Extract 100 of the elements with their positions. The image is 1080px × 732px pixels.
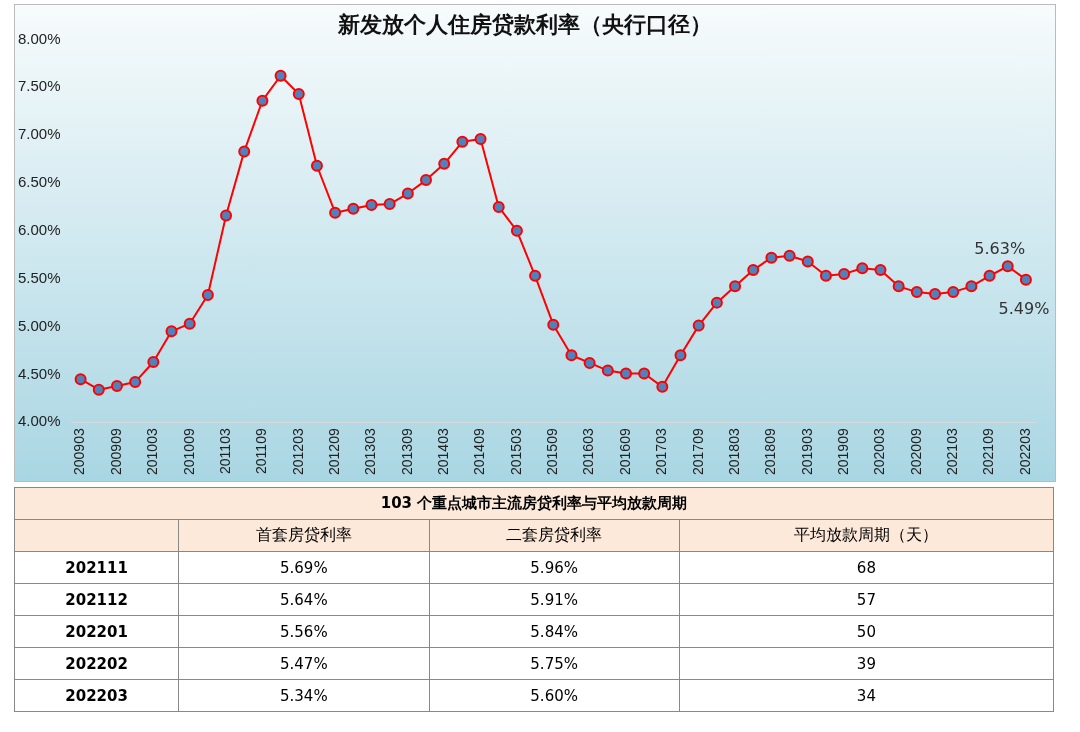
point — [856, 262, 869, 275]
x-tick-label: 201109 — [253, 428, 270, 474]
text: 首套房贷利率 — [178, 519, 429, 552]
point — [1001, 260, 1014, 273]
point — [1019, 273, 1032, 286]
point — [892, 280, 905, 293]
y-tick-label: 4.50% — [17, 364, 61, 382]
x-tick-label: 201903 — [798, 428, 815, 475]
point — [201, 288, 214, 301]
point — [747, 264, 760, 277]
chart-title: 新发放个人住房贷款利率（央行口径） — [337, 10, 712, 37]
data-label: 5.49% — [998, 298, 1050, 318]
point — [365, 199, 378, 211]
x-tick-label: 201003 — [144, 428, 161, 475]
x-tick-label: 201503 — [507, 428, 524, 475]
category-label: 202112 — [14, 583, 179, 616]
x-tick-label: 202103 — [944, 428, 961, 475]
data-label: 5.64% — [178, 583, 429, 616]
point — [401, 187, 414, 200]
data-label: 5.69% — [178, 551, 429, 584]
point — [329, 206, 342, 219]
point — [310, 159, 323, 172]
point — [965, 280, 978, 293]
point — [110, 379, 123, 392]
data-label: 34 — [679, 679, 1054, 712]
data-label: 39 — [679, 647, 1054, 680]
x-tick-label: 201009 — [180, 428, 197, 475]
x-tick-label: 201509 — [544, 428, 561, 475]
data-label: 5.47% — [178, 647, 429, 680]
x-tick-label: 201603 — [580, 428, 597, 475]
point — [529, 269, 542, 282]
data-label: 5.56% — [178, 615, 429, 648]
x-tick-label: 200903 — [71, 428, 88, 475]
point — [74, 373, 87, 386]
y-tick-label: 6.00% — [17, 220, 61, 238]
point — [565, 349, 578, 362]
point — [929, 288, 942, 301]
x-tick-label: 201709 — [689, 428, 706, 475]
x-tick-label: 201403 — [435, 428, 452, 475]
point — [819, 269, 832, 282]
point — [838, 267, 851, 280]
point — [638, 367, 651, 380]
point — [947, 286, 960, 299]
point — [129, 376, 142, 389]
text: 平均放款周期（天） — [679, 519, 1054, 552]
point — [183, 317, 196, 330]
point — [474, 132, 487, 145]
point — [619, 367, 632, 380]
point — [674, 349, 687, 362]
point — [274, 69, 287, 82]
data-label: 50 — [679, 615, 1054, 648]
point — [547, 318, 560, 331]
data-label: 5.91% — [429, 583, 680, 616]
text: 103 个重点城市主流房贷利率与平均放款周期 — [14, 487, 1054, 520]
point — [492, 200, 505, 213]
x-tick-label: 202003 — [871, 428, 888, 475]
point — [238, 145, 251, 158]
point — [601, 364, 614, 377]
point — [420, 174, 433, 187]
x-tick-label: 201309 — [398, 428, 415, 475]
x-tick-label: 201103 — [216, 428, 233, 474]
y-tick-label: 4.00% — [17, 412, 61, 430]
point — [983, 269, 996, 282]
category-label: 202201 — [14, 615, 179, 648]
category-label: 202202 — [14, 647, 179, 680]
y-tick-label: 6.50% — [17, 173, 61, 191]
point — [165, 325, 178, 338]
point — [256, 94, 269, 107]
point — [147, 355, 160, 368]
text: 二套房贷利率 — [429, 519, 680, 552]
data-label: 68 — [679, 551, 1054, 584]
point — [383, 198, 396, 211]
point — [456, 135, 469, 148]
x-tick-label: 201909 — [834, 428, 851, 475]
data-label: 5.84% — [429, 615, 680, 648]
point — [92, 383, 105, 396]
point — [292, 87, 305, 100]
point — [583, 356, 596, 369]
category-label: 202111 — [14, 551, 179, 584]
point — [783, 249, 796, 262]
point — [692, 319, 705, 332]
point — [910, 286, 923, 299]
x-tick-label: 201803 — [725, 428, 742, 475]
point — [656, 380, 669, 393]
x-tick-label: 202109 — [980, 428, 997, 475]
point — [765, 251, 778, 264]
x-tick-label: 201203 — [289, 428, 306, 475]
point — [710, 296, 723, 309]
x-tick-label: 201809 — [762, 428, 779, 475]
data-label: 5.96% — [429, 551, 680, 584]
x-tick-label: 201609 — [616, 428, 633, 475]
category-label: 202203 — [14, 679, 179, 712]
y-tick-label: 5.50% — [17, 268, 61, 286]
point — [438, 157, 451, 170]
data-label: 5.60% — [429, 679, 680, 712]
point — [729, 280, 742, 293]
data-label: 5.75% — [429, 647, 680, 680]
point — [347, 202, 360, 215]
x-tick-label: 201703 — [653, 428, 670, 475]
data-label: 5.34% — [178, 679, 429, 712]
